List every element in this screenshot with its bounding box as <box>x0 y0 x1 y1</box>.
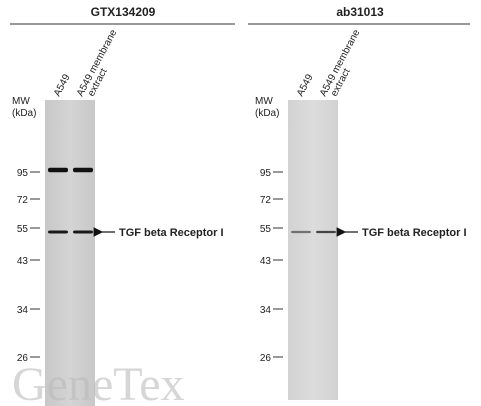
marker-label: 55 <box>17 224 29 235</box>
marker-label: 55 <box>260 224 272 235</box>
panel-title: ab31013 <box>336 5 384 19</box>
marker-label: 34 <box>17 305 29 316</box>
marker-label: 34 <box>260 305 272 316</box>
band-annotation: TGF beta Receptor I <box>119 227 224 239</box>
mw-label: (kDa) <box>255 108 279 119</box>
lane-label: A549 <box>295 72 316 98</box>
marker-label: 72 <box>17 195 29 206</box>
marker-label: 43 <box>17 256 29 267</box>
band <box>48 167 68 173</box>
panel-title: GTX134209 <box>91 5 156 19</box>
gel <box>288 100 338 400</box>
marker-label: 95 <box>17 168 29 179</box>
gel <box>45 100 95 406</box>
band-annotation: TGF beta Receptor I <box>362 227 467 239</box>
mw-label: (kDa) <box>12 108 36 119</box>
mw-label: MW <box>255 96 273 107</box>
band <box>291 230 311 234</box>
marker-label: 26 <box>260 353 272 364</box>
marker-label: 95 <box>260 168 272 179</box>
band <box>316 230 336 234</box>
marker-label: 72 <box>260 195 272 206</box>
marker-label: 43 <box>260 256 272 267</box>
marker-label: 26 <box>17 353 29 364</box>
band <box>48 230 68 234</box>
mw-label: MW <box>12 96 30 107</box>
band <box>73 167 93 173</box>
watermark: GeneTex <box>12 358 185 406</box>
lane-label: A549 <box>52 72 73 98</box>
band <box>73 230 93 234</box>
